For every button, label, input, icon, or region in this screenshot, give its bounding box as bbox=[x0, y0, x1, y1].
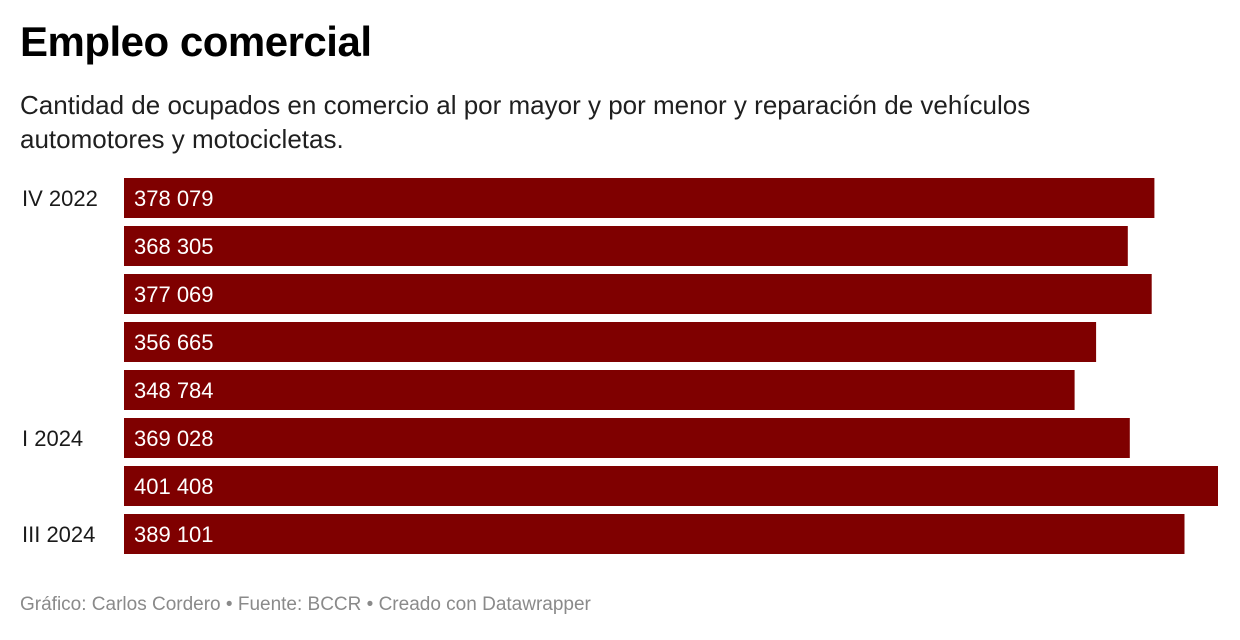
bar-value-label: 356 665 bbox=[134, 330, 214, 355]
bar-chart: 378 079 IV 2022 368 305 377 069 356 665 348 7… bbox=[22, 178, 1218, 554]
bar bbox=[124, 274, 1152, 314]
bar bbox=[124, 466, 1218, 506]
chart-title: Empleo comercial bbox=[20, 18, 372, 65]
bar bbox=[124, 418, 1130, 458]
bar bbox=[124, 370, 1075, 410]
bar-value-label: 368 305 bbox=[134, 234, 214, 259]
category-label: IV 2022 bbox=[22, 186, 98, 211]
bar bbox=[124, 322, 1097, 362]
bar bbox=[124, 178, 1155, 218]
bar-value-label: 389 101 bbox=[134, 522, 214, 547]
bar bbox=[124, 514, 1185, 554]
bar-value-label: 369 028 bbox=[134, 426, 214, 451]
category-label: I 2024 bbox=[22, 426, 83, 451]
bar-value-label: 377 069 bbox=[134, 282, 214, 307]
bar-value-label: 401 408 bbox=[134, 474, 214, 499]
bar bbox=[124, 226, 1128, 266]
chart-subtitle: Cantidad de ocupados en comercio al por … bbox=[20, 90, 1031, 154]
chart-footer: Gráfico: Carlos Cordero • Fuente: BCCR •… bbox=[20, 594, 591, 615]
category-label: III 2024 bbox=[22, 522, 95, 547]
bar-value-label: 378 079 bbox=[134, 186, 214, 211]
bar-value-label: 348 784 bbox=[134, 378, 214, 403]
